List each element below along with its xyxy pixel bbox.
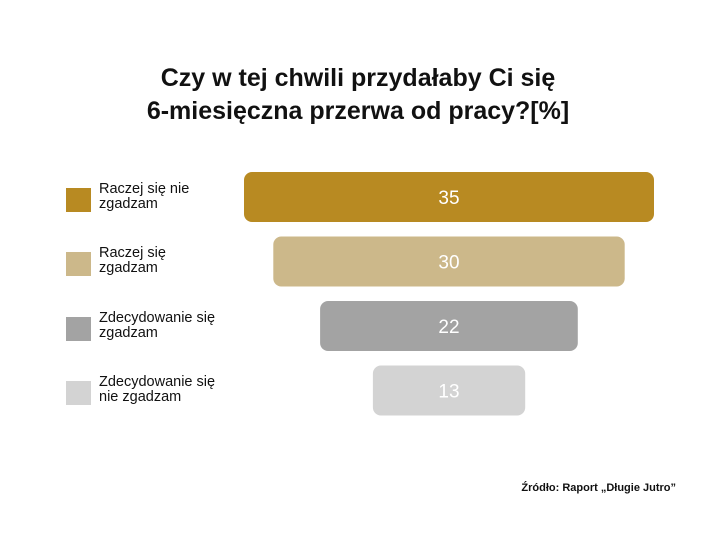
chart-title: Czy w tej chwili przydałaby Ci się 6-mie… <box>0 62 716 128</box>
chart-title-line-1: Czy w tej chwili przydałaby Ci się <box>160 64 556 92</box>
legend-label-line-2: zgadzam <box>99 325 158 341</box>
legend-item-raczej-sie-zgadzam: Raczej się zgadzam <box>66 246 236 286</box>
legend-item-zdecydowanie-sie-nie-zgadzam: Zdecydowanie się nie zgadzam <box>66 375 236 415</box>
legend-item-zdecydowanie-sie-zgadzam: Zdecydowanie się zgadzam <box>66 311 236 351</box>
legend-item-raczej-sie-nie-zgadzam: Raczej się nie zgadzam <box>66 182 236 222</box>
legend-label: Raczej się nie zgadzam <box>99 182 239 212</box>
bar-2 <box>320 301 578 351</box>
legend-label-line-1: Raczej się <box>99 245 166 261</box>
legend-label: Raczej się zgadzam <box>99 246 239 276</box>
bar-3 <box>372 365 526 416</box>
bar-1 <box>273 236 625 287</box>
legend-swatch <box>66 381 91 405</box>
legend-swatch <box>66 317 91 341</box>
legend-label: Zdecydowanie się nie zgadzam <box>99 375 239 405</box>
data-label-3: 13 <box>438 382 459 403</box>
legend-label-line-2: nie zgadzam <box>99 389 182 405</box>
legend-label-line-2: zgadzam <box>99 196 158 212</box>
legend-swatch <box>66 188 91 212</box>
legend-label-line-1: Zdecydowanie się <box>99 374 216 390</box>
legend-swatch <box>66 252 91 276</box>
legend-label: Zdecydowanie się zgadzam <box>99 311 239 341</box>
legend-label-line-1: Raczej się nie <box>99 181 190 197</box>
data-label-1: 30 <box>438 253 459 274</box>
chart-title-line-2: 6-miesięczna przerwa od pracy?[%] <box>146 97 570 125</box>
bar-0 <box>244 172 654 222</box>
source-note: Źródło: Raport „Długie Jutro” <box>521 482 676 494</box>
legend-label-line-1: Zdecydowanie się <box>99 310 216 326</box>
legend-label-line-2: zgadzam <box>99 260 158 276</box>
data-label-0: 35 <box>438 188 459 209</box>
data-label-2: 22 <box>438 317 459 338</box>
